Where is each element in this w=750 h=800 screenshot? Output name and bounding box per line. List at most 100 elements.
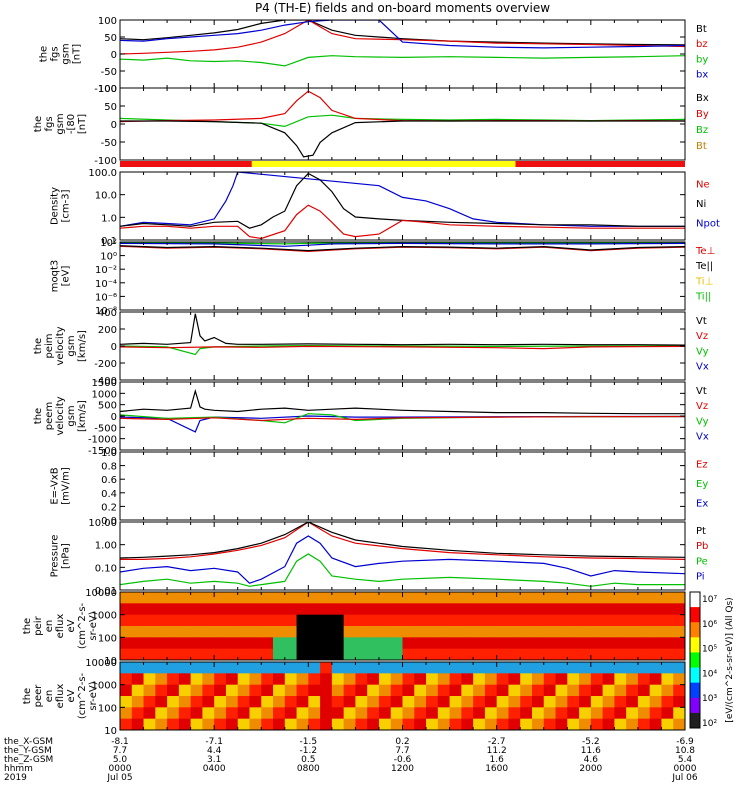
heatmap-cell <box>367 626 380 638</box>
heatmap-cell <box>284 718 298 731</box>
legend-entry: Ey <box>696 479 708 490</box>
heatmap-cell <box>331 603 345 616</box>
heatmap-cell <box>237 648 250 661</box>
heatmap-cell <box>331 718 345 731</box>
heatmap-cell <box>249 684 262 697</box>
y-tick-label: 10000 <box>85 658 117 669</box>
heatmap-cell <box>649 684 662 697</box>
heatmap-cell <box>343 626 356 638</box>
heatmap-cell <box>661 626 674 638</box>
y-tick-label: 10 <box>104 656 117 667</box>
y-tick-label: -100 <box>94 84 117 95</box>
heatmap-cell <box>626 626 639 638</box>
legend-entry: Vy <box>696 346 709 357</box>
heatmap-cell <box>343 637 356 650</box>
heatmap-cell <box>426 648 439 661</box>
x-axis-value: 4.4 <box>207 746 222 756</box>
y-tick-label: 100 <box>98 633 117 644</box>
heatmap-cell <box>237 684 250 697</box>
heatmap-cell <box>225 648 239 661</box>
heatmap-cell <box>437 637 451 650</box>
heatmap-cell <box>449 626 462 638</box>
heatmap-cell <box>626 707 639 720</box>
heatmap-cell <box>626 648 639 661</box>
heatmap-cell <box>555 696 568 708</box>
heatmap-cell <box>320 707 333 720</box>
heatmap-cell <box>508 614 521 627</box>
heatmap-cell <box>649 673 662 686</box>
heatmap-cell <box>320 696 333 708</box>
heatmap-cell <box>261 626 274 638</box>
heatmap-cell <box>320 626 333 638</box>
heatmap-cell <box>590 696 604 708</box>
heatmap-cell <box>343 718 356 731</box>
heatmap-cell <box>661 684 674 697</box>
heatmap-cell <box>602 718 615 731</box>
heatmap-cell <box>426 684 439 697</box>
plot-title: P4 (TH-E) fields and on-board moments ov… <box>254 1 551 15</box>
heatmap-cell <box>296 592 309 604</box>
x-axis-value: -0.6 <box>394 755 412 765</box>
heatmap-cell <box>355 662 368 674</box>
heatmap-cell <box>590 614 604 627</box>
heatmap-cell <box>461 718 474 731</box>
heatmap-cell <box>155 626 168 638</box>
heatmap-cell <box>202 603 215 616</box>
heatmap-cell <box>202 718 215 731</box>
heatmap-cell <box>508 648 521 661</box>
heatmap-cell <box>331 614 345 627</box>
heatmap-cell <box>637 592 651 604</box>
heatmap-cell <box>496 637 509 650</box>
heatmap-cell <box>590 603 604 616</box>
heatmap-cell <box>473 696 486 708</box>
heatmap-cell <box>320 648 333 661</box>
heatmap-cell <box>673 626 686 638</box>
heatmap-cell <box>296 626 309 638</box>
heatmap-cell <box>249 603 262 616</box>
legend-entry: Vz <box>696 331 708 342</box>
heatmap-cell <box>661 673 674 686</box>
heatmap-cell <box>237 637 250 650</box>
heatmap-cell <box>296 614 309 627</box>
heatmap-cell <box>637 696 651 708</box>
heatmap-cell <box>367 662 380 674</box>
heatmap-cell <box>378 718 392 731</box>
legend-entry: Bt <box>696 141 707 152</box>
heatmap-cell <box>461 603 474 616</box>
heatmap-cell <box>261 684 274 697</box>
heatmap-cell <box>543 662 557 674</box>
panel-frame <box>119 171 686 241</box>
heatmap-cell <box>461 637 474 650</box>
heatmap-cell <box>661 637 674 650</box>
heatmap-cell <box>649 648 662 661</box>
heatmap-cell <box>155 614 168 627</box>
heatmap-cell <box>367 673 380 686</box>
heatmap-cell <box>378 696 392 708</box>
heatmap-cell <box>296 637 309 650</box>
heatmap-cell <box>355 626 368 638</box>
heatmap-cell <box>449 662 462 674</box>
heatmap-cell <box>178 684 192 697</box>
colorbar-tick-label: 10⁵ <box>702 645 717 655</box>
y-axis-label: velocity <box>55 326 66 365</box>
heatmap-cell <box>602 673 615 686</box>
heatmap-cell <box>284 684 298 697</box>
heatmap-cell <box>190 648 203 661</box>
y-axis-label: [km/s] <box>77 400 88 432</box>
heatmap-cell <box>296 603 309 616</box>
y-tick-label: 1.0 <box>101 448 117 459</box>
heatmap-cell <box>390 707 403 720</box>
heatmap-cell <box>426 718 439 731</box>
heatmap-cell <box>555 637 568 650</box>
heatmap-cell <box>637 673 651 686</box>
y-axis-label: the <box>33 116 44 132</box>
heatmap-cell <box>390 684 403 697</box>
heatmap-cell <box>579 718 592 731</box>
heatmap-cell <box>355 707 368 720</box>
heatmap-cell <box>602 684 615 697</box>
heatmap-cell <box>237 662 250 674</box>
heatmap-cell <box>473 662 486 674</box>
x-axis-value: 4.6 <box>584 755 599 765</box>
heatmap-cell <box>296 673 309 686</box>
heatmap-cell <box>543 592 557 604</box>
